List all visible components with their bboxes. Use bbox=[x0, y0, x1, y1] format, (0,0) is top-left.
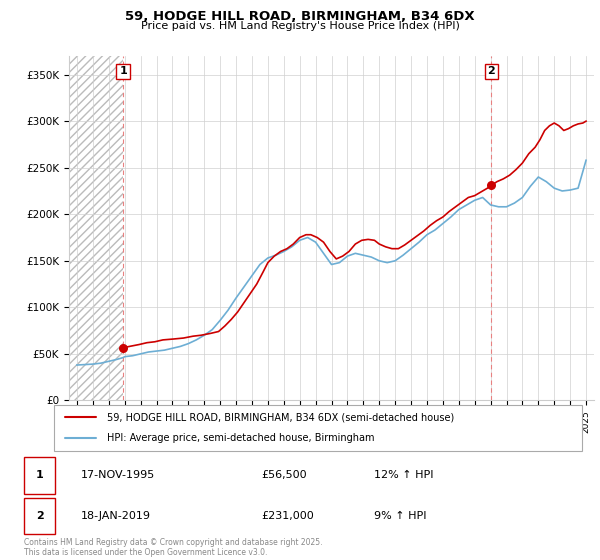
Text: 18-JAN-2019: 18-JAN-2019 bbox=[80, 511, 151, 521]
Text: 1: 1 bbox=[119, 66, 127, 76]
Text: 59, HODGE HILL ROAD, BIRMINGHAM, B34 6DX: 59, HODGE HILL ROAD, BIRMINGHAM, B34 6DX bbox=[125, 10, 475, 23]
Point bbox=[118, 343, 128, 352]
Text: 2: 2 bbox=[488, 66, 495, 76]
Text: 59, HODGE HILL ROAD, BIRMINGHAM, B34 6DX (semi-detached house): 59, HODGE HILL ROAD, BIRMINGHAM, B34 6DX… bbox=[107, 412, 454, 422]
Text: Price paid vs. HM Land Registry's House Price Index (HPI): Price paid vs. HM Land Registry's House … bbox=[140, 21, 460, 31]
Text: 12% ↑ HPI: 12% ↑ HPI bbox=[374, 470, 433, 480]
Text: 17-NOV-1995: 17-NOV-1995 bbox=[80, 470, 155, 480]
Text: £231,000: £231,000 bbox=[261, 511, 314, 521]
Bar bbox=[24, 498, 55, 534]
Text: 1: 1 bbox=[35, 470, 43, 480]
Text: 2: 2 bbox=[35, 511, 43, 521]
Text: HPI: Average price, semi-detached house, Birmingham: HPI: Average price, semi-detached house,… bbox=[107, 433, 374, 444]
Text: 9% ↑ HPI: 9% ↑ HPI bbox=[374, 511, 426, 521]
Text: £56,500: £56,500 bbox=[261, 470, 307, 480]
Point bbox=[487, 181, 496, 190]
Text: Contains HM Land Registry data © Crown copyright and database right 2025.
This d: Contains HM Land Registry data © Crown c… bbox=[24, 538, 323, 557]
Bar bbox=[24, 458, 55, 493]
